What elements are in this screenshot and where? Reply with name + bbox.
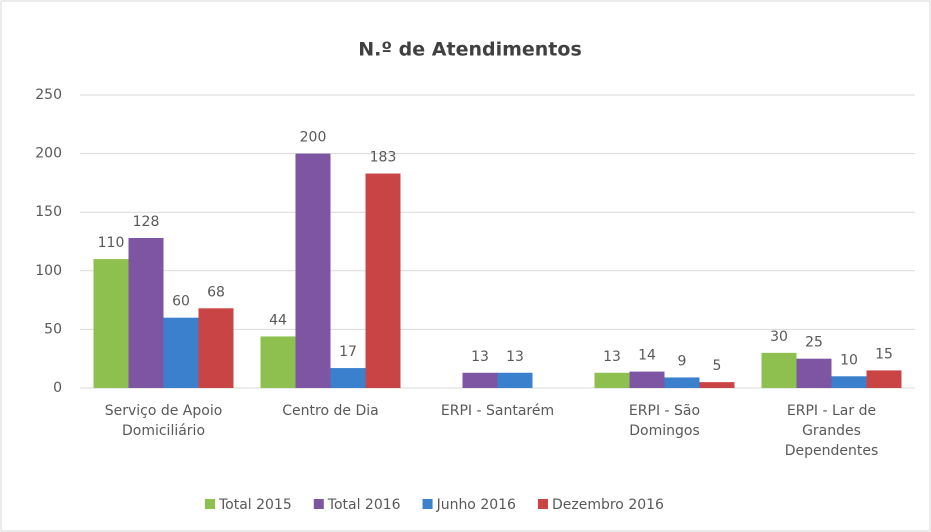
bar: [761, 352, 797, 388]
data-label: 44: [269, 312, 287, 328]
legend-swatch: [422, 499, 433, 509]
legend-label: Total 2016: [327, 497, 401, 513]
legend-label: Total 2015: [218, 497, 292, 513]
data-label: 10: [840, 352, 858, 368]
y-tick-label: 100: [35, 263, 62, 279]
bar: [260, 336, 296, 388]
data-label: 183: [370, 150, 397, 166]
bar: [664, 377, 700, 388]
legend-label: Dezembro 2016: [552, 497, 664, 513]
bar: [629, 371, 665, 388]
x-tick-label: ERPI - Santarém: [440, 403, 555, 419]
data-label: 60: [172, 294, 190, 310]
legend-swatch: [205, 499, 215, 509]
x-tick-label: ERPI - Lar de Grandes Dependentes: [784, 403, 879, 459]
data-label: 17: [339, 344, 357, 360]
bar: [462, 372, 498, 388]
bar: [796, 358, 832, 388]
x-tick-label: Serviço de Apoio Domiciliário: [104, 403, 223, 439]
y-tick-label: 150: [35, 204, 62, 220]
bar: [93, 259, 129, 388]
bar: [295, 153, 331, 388]
y-tick-label: 0: [53, 380, 62, 396]
data-label: 110: [98, 235, 125, 251]
data-label: 15: [875, 346, 893, 362]
data-label: 25: [805, 335, 823, 351]
data-label: 13: [471, 349, 489, 365]
bar: [497, 372, 533, 388]
data-label: 13: [603, 349, 621, 365]
bar: [128, 237, 164, 388]
y-tick-label: 200: [35, 146, 62, 162]
bar: [866, 370, 902, 388]
data-label: 13: [506, 349, 524, 365]
legend-swatch: [313, 499, 324, 509]
data-label: 128: [133, 214, 160, 230]
bar: [330, 368, 366, 388]
bar: [831, 376, 867, 388]
x-tick-label: Centro de Dia: [282, 403, 379, 419]
x-tick-label: ERPI - São Domingos: [628, 403, 701, 439]
data-label: 9: [678, 353, 687, 369]
bar: [699, 382, 735, 388]
data-label: 14: [638, 348, 656, 364]
bar: [594, 372, 630, 388]
chart-title: N.º de Atendimentos: [358, 39, 582, 61]
legend-swatch: [537, 499, 548, 509]
data-label: 5: [713, 358, 722, 374]
bar: [163, 317, 199, 388]
legend-label: Junho 2016: [436, 497, 516, 513]
y-tick-label: 50: [44, 321, 62, 337]
data-label: 200: [300, 130, 327, 146]
y-tick-label: 250: [35, 87, 62, 103]
data-label: 30: [770, 329, 788, 345]
bar: [198, 308, 234, 388]
data-label: 68: [207, 284, 225, 300]
bar: [365, 173, 401, 388]
